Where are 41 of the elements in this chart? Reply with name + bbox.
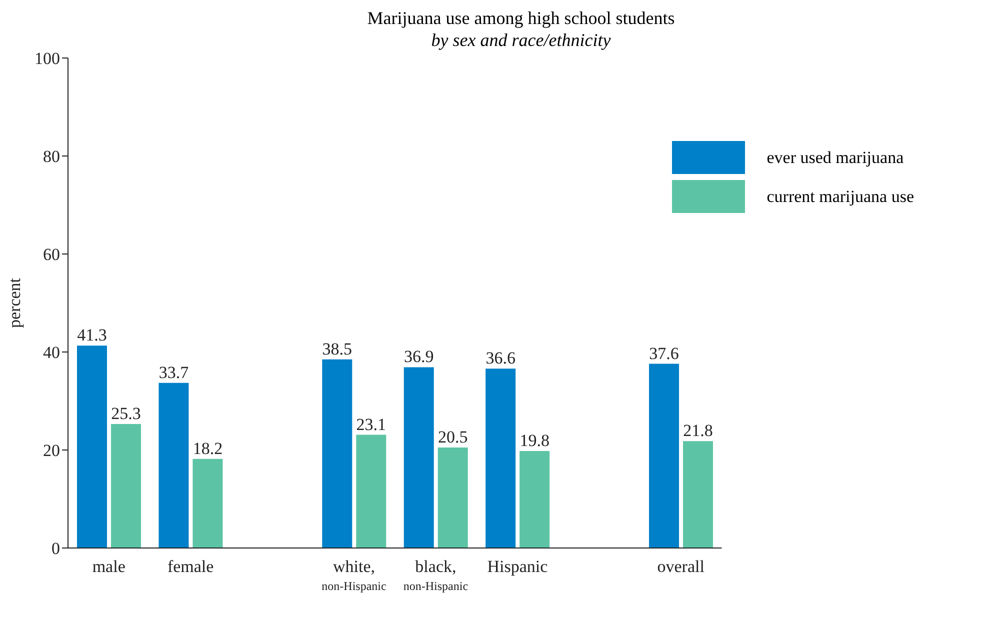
data-label: 38.5 xyxy=(322,339,352,358)
bar xyxy=(356,434,386,548)
data-label: 36.6 xyxy=(486,348,516,368)
x-tick-label: white, non-Hispanic xyxy=(322,557,386,593)
data-label: 33.7 xyxy=(158,362,190,382)
bar xyxy=(486,368,516,548)
data-label: 36.9 xyxy=(404,347,434,366)
bar xyxy=(76,346,107,548)
data-label: 18.2 xyxy=(192,438,223,458)
y-tick-label: 20 xyxy=(43,441,60,460)
bar xyxy=(404,367,434,548)
data-label: 37.6 xyxy=(649,344,679,363)
data-label: 23.1 xyxy=(356,414,386,434)
data-label: 19.8 xyxy=(520,430,550,450)
legend-label: ever used marijuana xyxy=(766,148,904,168)
y-tick-label: 80 xyxy=(43,147,60,166)
chart-subtitle: by sex and race/ethnicity xyxy=(430,30,612,50)
x-tick-label: overall xyxy=(657,557,705,576)
bar xyxy=(520,450,550,548)
data-label: 41.3 xyxy=(77,326,107,345)
y-tick-label: 60 xyxy=(43,245,60,264)
data-label: 21.8 xyxy=(683,421,713,440)
chart-title: Marijuana use among high school students xyxy=(366,8,676,30)
bar xyxy=(192,458,223,548)
legend-label: current marijuana use xyxy=(766,186,914,206)
data-label: 25.3 xyxy=(111,404,141,424)
x-tick-label: black, non-Hispanic xyxy=(403,557,468,593)
x-tick-label: Hispanic xyxy=(487,557,548,576)
bar xyxy=(438,448,468,548)
bar xyxy=(110,424,141,548)
x-tick-label: female xyxy=(167,557,214,576)
y-tick-label: 100 xyxy=(34,49,60,68)
data-label: 20.5 xyxy=(438,428,468,447)
bar xyxy=(649,364,680,548)
x-tick-label: male xyxy=(92,557,126,576)
bar xyxy=(683,441,714,548)
y-axis-title: percent xyxy=(5,278,24,328)
bar xyxy=(322,359,352,548)
y-tick-label: 40 xyxy=(43,343,60,362)
y-tick-label: 0 xyxy=(52,539,60,558)
bar xyxy=(158,382,189,548)
